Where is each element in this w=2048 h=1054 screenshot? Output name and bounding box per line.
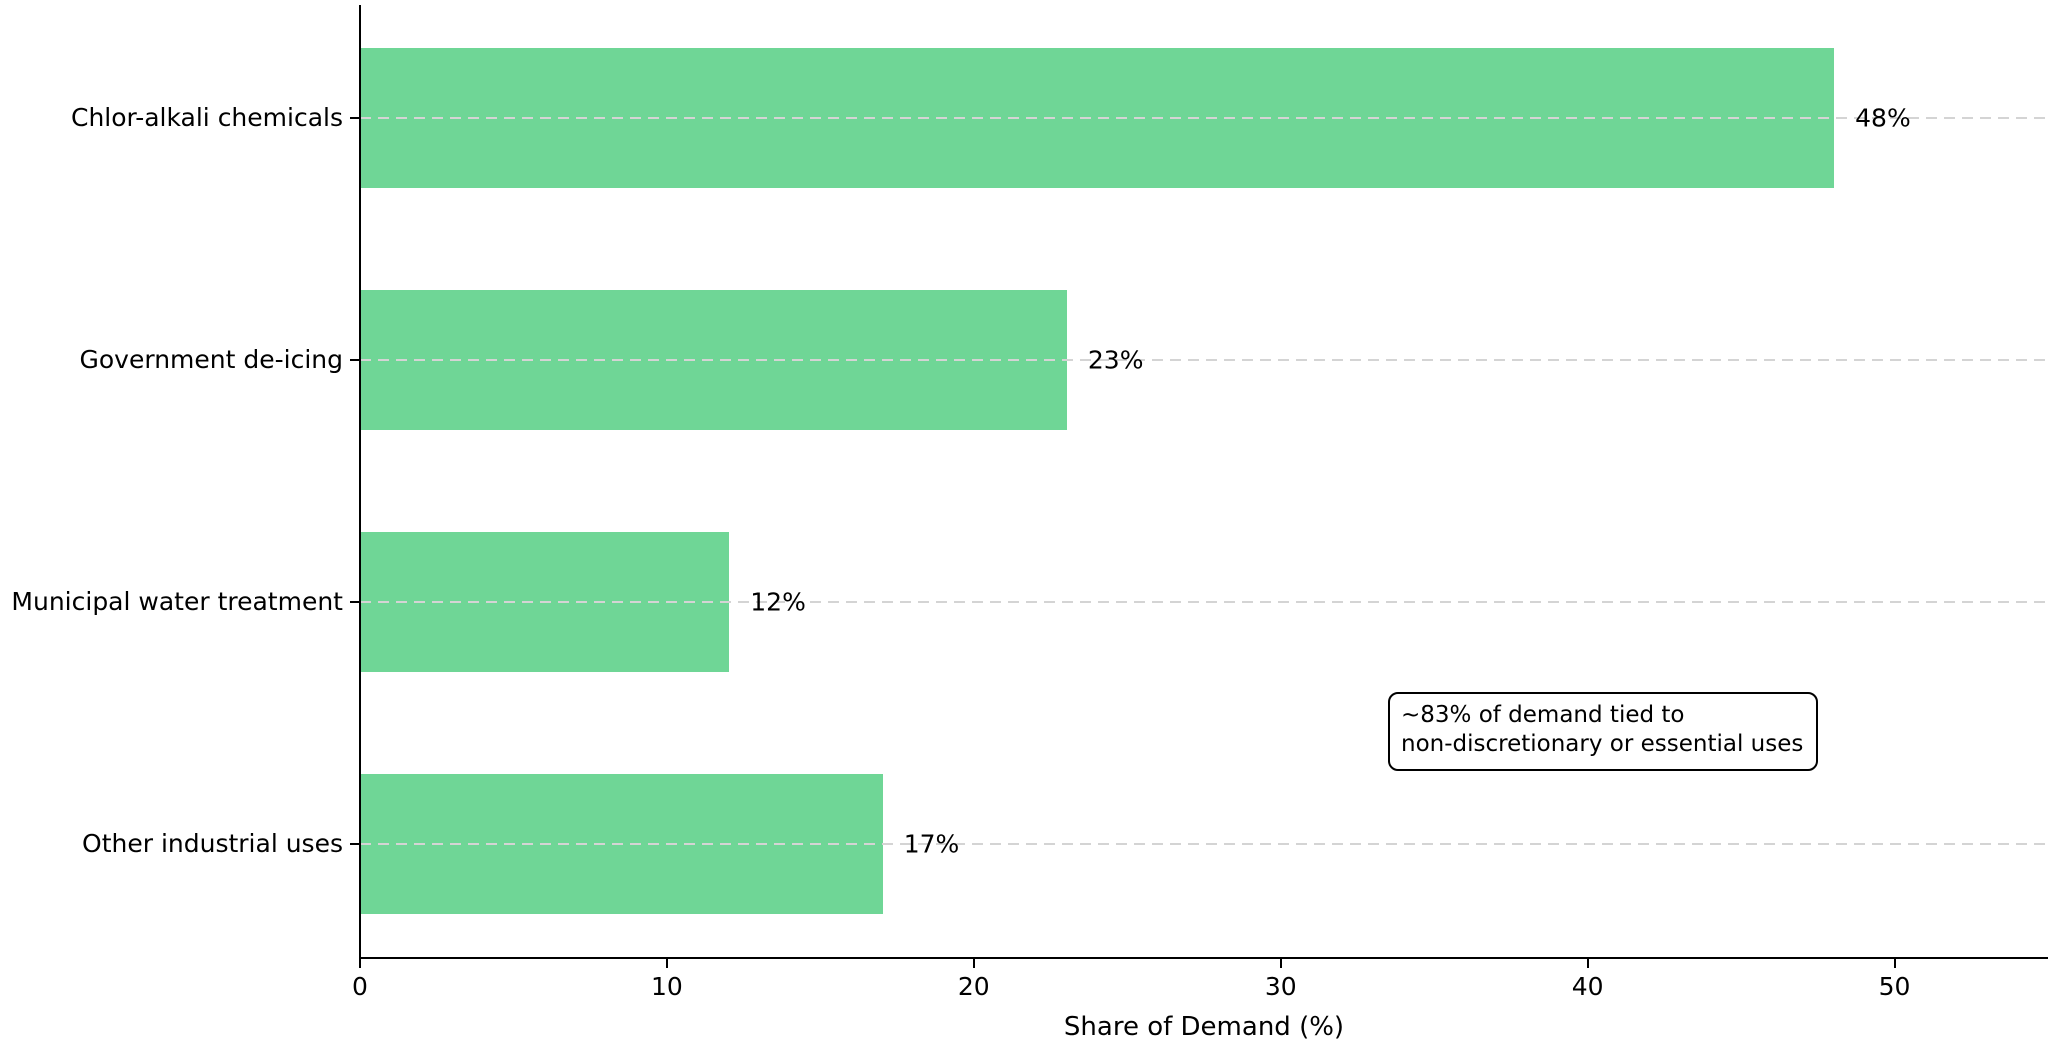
category-label: Other industrial uses — [82, 829, 343, 858]
y-tick-mark — [350, 117, 359, 119]
value-label: 17% — [903, 829, 960, 859]
x-tick-mark — [359, 959, 361, 968]
x-axis-title: Share of Demand (%) — [1063, 1012, 1345, 1042]
annotation-line-1: ~83% of demand tied to — [1401, 702, 1685, 728]
x-tick-mark — [972, 959, 975, 968]
category-label: Municipal water treatment — [11, 587, 343, 616]
annotation-line-2: non-discretionary or essential uses — [1401, 731, 1804, 758]
category-label: Government de-icing — [79, 345, 343, 374]
y-tick-mark — [350, 843, 359, 845]
y-tick-mark — [350, 359, 359, 361]
value-label: 12% — [750, 587, 806, 617]
x-tick-label: 10 — [651, 972, 683, 1001]
y-tick-mark — [350, 601, 359, 603]
category-label: Chlor-alkali chemicals — [70, 103, 343, 132]
gridline — [360, 117, 2048, 119]
x-tick-label: 0 — [352, 972, 368, 1001]
x-tick-mark — [1279, 959, 1282, 968]
value-label: 23% — [1087, 345, 1144, 375]
y-axis-spine — [359, 5, 361, 959]
x-axis-spine — [359, 957, 2048, 959]
gridline — [360, 601, 2048, 603]
x-tick-label: 30 — [1264, 972, 1297, 1001]
x-tick-mark — [1893, 959, 1896, 968]
annotation-box: ~83% of demand tied to non-discretionary… — [1388, 692, 1819, 771]
x-tick-label: 20 — [957, 972, 990, 1001]
x-tick-label: 40 — [1571, 972, 1604, 1001]
gridline — [360, 843, 2048, 845]
x-tick-label: 50 — [1878, 972, 1911, 1001]
gridline — [360, 359, 2048, 361]
x-tick-mark — [1586, 959, 1589, 968]
x-tick-mark — [665, 959, 668, 968]
value-label: 48% — [1855, 103, 1911, 133]
